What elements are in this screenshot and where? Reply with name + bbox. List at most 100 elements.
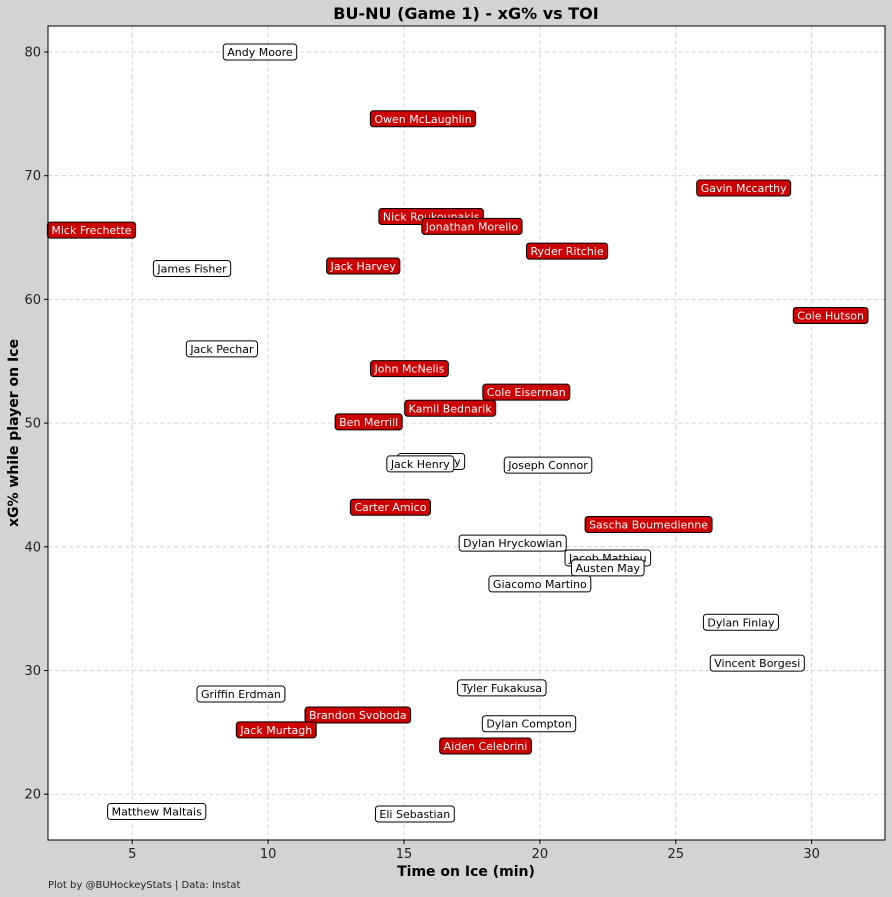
player-name-label: Jack Pechar	[189, 343, 254, 356]
player-label-box	[196, 685, 286, 703]
player-label-box	[46, 221, 137, 239]
footer-credit: Plot by @BUHockeyStats | Data: Instat	[48, 880, 241, 891]
player-point: Jack Henry	[386, 455, 455, 473]
x-tick-label: 10	[260, 847, 277, 862]
player-name-label: Giacomo Martino	[493, 578, 587, 591]
player-label-box	[404, 399, 497, 417]
player-point: Andy Moore	[222, 43, 298, 61]
player-name-label: John McNelis	[374, 363, 445, 376]
player-name-label: Austen May	[576, 562, 641, 575]
player-name-label: Sascha Boumedienne	[589, 519, 708, 532]
player-name-label: Jack Harvey	[330, 260, 397, 273]
player-name-label: Cole Eiserman	[487, 386, 566, 399]
player-name-label: Owen McLaughlin	[374, 113, 471, 126]
player-point: Jonathan Morello	[421, 217, 523, 235]
player-name-label: James Fisher	[156, 262, 227, 275]
player-label-box	[709, 654, 805, 672]
y-tick-label: 50	[24, 417, 41, 432]
player-point: Aiden Celebrini	[439, 737, 532, 755]
player-label-box	[386, 455, 455, 473]
player-name-label: Cole Hutson	[797, 309, 864, 322]
player-name-label: Dylan Hryckowian	[463, 537, 562, 550]
player-label-box	[185, 340, 259, 358]
player-point: Jack Pechar	[185, 340, 259, 358]
x-tick-label: 5	[128, 847, 136, 862]
y-tick-label: 30	[24, 664, 41, 679]
x-tick-label: 25	[667, 847, 684, 862]
player-label-box	[370, 360, 449, 378]
player-label-box	[152, 259, 232, 277]
player-point: Austen May	[571, 559, 645, 577]
player-point: Sascha Boumedienne	[584, 516, 713, 534]
player-name-label: Jack Murtagh	[239, 724, 312, 737]
player-point: Tyler Fukakusa	[457, 679, 547, 697]
y-tick-label: 20	[24, 788, 41, 803]
player-name-label: Andy Moore	[227, 46, 293, 59]
player-label-box	[503, 456, 593, 474]
player-name-label: Vincent Borgesi	[714, 657, 800, 670]
player-label-box	[488, 575, 592, 593]
y-tick-label: 40	[24, 540, 41, 555]
player-point: Carter Amico	[349, 498, 431, 516]
y-axis-ticks: 20 30 40 50 60 70 80	[24, 45, 48, 803]
player-point: Jack Murtagh	[235, 721, 317, 739]
player-label-box	[525, 242, 609, 260]
player-point: Griffin Erdman	[196, 685, 286, 703]
player-name-label: Tyler Fukakusa	[461, 682, 542, 695]
player-name-label: Matthew Maltais	[112, 806, 202, 819]
player-point: Dylan Hryckowian	[458, 534, 567, 552]
player-name-label: Aiden Celebrini	[444, 740, 528, 753]
player-label-box	[369, 110, 477, 128]
player-name-label: Joseph Connor	[507, 459, 588, 472]
player-point: James Fisher	[152, 259, 232, 277]
y-axis-label: xG% while player on Ice	[6, 339, 22, 527]
x-axis-ticks: 5 10 15 20 25 30	[128, 840, 820, 862]
player-name-label: Mick Frechette	[51, 224, 131, 237]
player-label-box	[481, 715, 577, 733]
player-name-label: Brandon Svoboda	[309, 709, 407, 722]
player-label-box	[326, 257, 401, 275]
player-label-box	[457, 679, 547, 697]
player-point: Mick Frechette	[46, 221, 137, 239]
player-point: Matthew Maltais	[107, 803, 207, 821]
player-point: John McNelis	[370, 360, 449, 378]
player-point: Cole Hutson	[792, 306, 869, 324]
x-axis-label: Time on Ice (min)	[397, 864, 535, 880]
player-name-label: Ryder Ritchie	[530, 245, 603, 258]
player-name-label: Jack Henry	[390, 458, 450, 471]
player-label-box	[235, 721, 317, 739]
player-label-box	[349, 498, 431, 516]
y-tick-label: 70	[24, 169, 41, 184]
player-point: Dylan Finlay	[702, 613, 780, 631]
player-point: Gavin Mccarthy	[696, 179, 792, 197]
y-tick-label: 60	[24, 293, 41, 308]
player-label-box	[571, 559, 645, 577]
player-point: Brandon Svoboda	[304, 706, 412, 724]
player-label-box	[107, 803, 207, 821]
player-point: Cole Eiserman	[482, 383, 571, 401]
player-name-label: Jonathan Morello	[425, 220, 519, 233]
grid-lines	[48, 26, 885, 840]
plot-area	[48, 26, 885, 840]
player-point: Eli Sebastian	[374, 805, 455, 823]
x-tick-label: 30	[803, 847, 820, 862]
plot-border	[47, 25, 886, 841]
player-label-box	[696, 179, 792, 197]
player-label-box	[304, 706, 412, 724]
player-name-label: Ben Merrill	[339, 416, 398, 429]
player-point: Joseph Connor	[503, 456, 593, 474]
player-label-box	[458, 534, 567, 552]
player-point: Vincent Borgesi	[709, 654, 805, 672]
player-point: Ryder Ritchie	[525, 242, 609, 260]
player-label-box	[792, 306, 869, 324]
player-name-label: Dylan Compton	[486, 718, 571, 731]
data-points: Andy Moore Owen McLaughlin Gavin Mccarthy M…	[46, 43, 869, 823]
player-name-label: Kamil Bednarik	[409, 402, 493, 415]
player-label-box	[374, 805, 455, 823]
player-label-box	[702, 613, 780, 631]
x-tick-label: 15	[396, 847, 413, 862]
y-tick-label: 80	[24, 45, 41, 60]
player-name-label: Gavin Mccarthy	[701, 182, 787, 195]
player-label-box	[222, 43, 298, 61]
